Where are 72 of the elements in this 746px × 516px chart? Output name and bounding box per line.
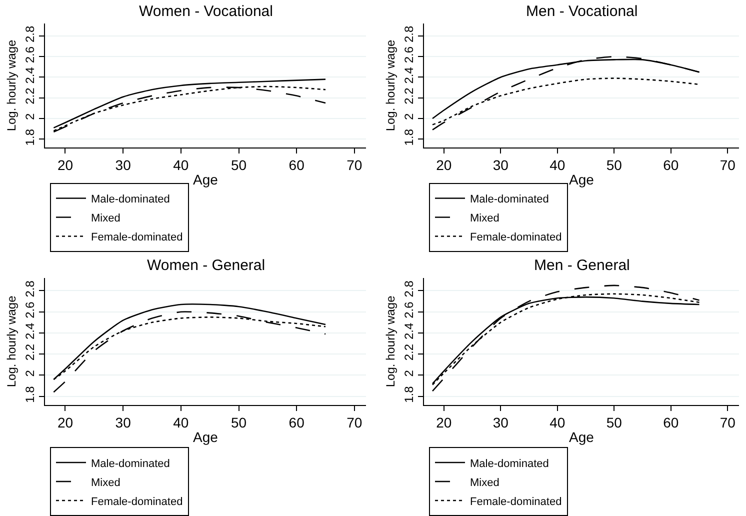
y-axis-title: Log. hourly wage (384, 295, 398, 388)
y-tick-label: 2 (402, 370, 416, 377)
x-axis-title: Age (193, 428, 218, 445)
x-tick-label: 50 (606, 157, 622, 174)
y-tick-label: 1.8 (402, 128, 416, 146)
x-axis-title: Age (569, 428, 594, 445)
legend-label: Male-dominated (91, 458, 170, 470)
y-tick-label: 2.4 (23, 322, 38, 340)
legend-label: Male-dominated (91, 194, 170, 206)
x-tick-label: 40 (173, 157, 189, 174)
x-tick-label: 20 (436, 157, 452, 174)
y-tick-label: 2 (23, 370, 38, 377)
x-tick-label: 50 (606, 414, 622, 431)
y-tick-label: 2 (402, 113, 416, 120)
chart-title: Men - Vocational (526, 3, 638, 20)
y-tick-label: 2.4 (402, 66, 416, 84)
y-tick-label: 2.8 (23, 25, 38, 43)
y-axis-title: Log. hourly wage (384, 39, 398, 132)
chart-title: Women - General (147, 257, 266, 274)
y-tick-label: 2.6 (23, 301, 38, 318)
x-axis-title: Age (193, 171, 218, 188)
x-tick-label: 50 (230, 414, 247, 431)
y-tick-label: 2 (23, 113, 38, 120)
y-tick-label: 2.2 (402, 87, 416, 104)
y-tick-label: 2.4 (23, 66, 38, 84)
x-tick-label: 30 (115, 414, 132, 431)
x-tick-label: 70 (720, 157, 736, 174)
y-tick-label: 2.6 (23, 46, 38, 64)
x-tick-label: 70 (346, 414, 362, 431)
y-tick-label: 2.6 (402, 301, 416, 318)
legend-label: Male-dominated (470, 194, 549, 206)
legend-label: Mixed (91, 476, 120, 489)
x-tick-label: 30 (492, 157, 509, 174)
x-tick-label: 60 (663, 157, 679, 174)
x-tick-label: 40 (173, 414, 189, 431)
legend-label: Mixed (470, 476, 500, 489)
x-tick-label: 60 (288, 414, 305, 431)
y-tick-label: 2.8 (402, 280, 416, 298)
y-tick-label: 2.8 (402, 25, 416, 43)
chart-title: Women - Vocational (139, 3, 273, 20)
y-tick-label: 2.2 (23, 87, 38, 104)
x-tick-label: 50 (230, 157, 247, 174)
x-tick-label: 20 (436, 414, 452, 431)
y-tick-label: 2.4 (402, 322, 416, 340)
x-tick-label: 40 (550, 157, 566, 174)
chart-title: Men - General (534, 257, 630, 274)
y-tick-label: 1.8 (23, 128, 38, 146)
y-axis-title: Log. hourly wage (4, 39, 18, 132)
x-tick-label: 70 (346, 157, 362, 174)
y-tick-label: 2.2 (23, 344, 38, 361)
x-tick-label: 30 (492, 414, 509, 431)
y-axis-title: Log. hourly wage (4, 295, 18, 388)
y-tick-label: 2.2 (402, 344, 416, 361)
legend-label: Female-dominated (91, 496, 183, 508)
x-tick-label: 40 (550, 414, 566, 431)
legend-label: Female-dominated (470, 496, 562, 508)
x-tick-label: 60 (288, 157, 305, 174)
x-tick-label: 60 (663, 414, 679, 431)
x-tick-label: 20 (57, 157, 74, 174)
legend-label: Female-dominated (470, 232, 562, 244)
y-tick-label: 2.8 (23, 280, 38, 298)
y-tick-label: 1.8 (402, 386, 416, 403)
legend-label: Mixed (470, 212, 500, 225)
x-axis-title: Age (569, 171, 594, 188)
legend-label: Male-dominated (470, 458, 549, 470)
y-tick-label: 1.8 (23, 386, 38, 403)
x-tick-label: 30 (115, 157, 132, 174)
x-tick-label: 20 (57, 414, 74, 431)
y-tick-label: 2.6 (402, 46, 416, 64)
x-tick-label: 70 (720, 414, 736, 431)
legend-label: Female-dominated (91, 232, 183, 244)
legend-label: Mixed (91, 212, 120, 225)
